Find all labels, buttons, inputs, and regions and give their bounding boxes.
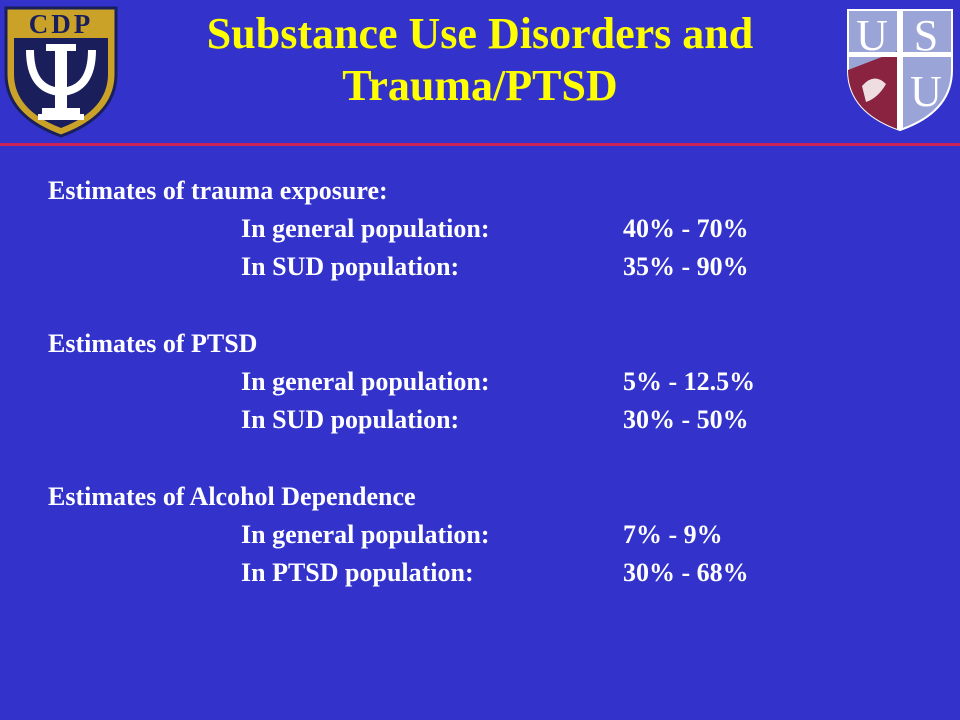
stat-value: 7% - 9%	[623, 520, 723, 549]
stat-row: In PTSD population: 30% - 68%	[48, 554, 928, 592]
stat-label: In PTSD population:	[241, 558, 474, 587]
stat-value: 30% - 50%	[623, 405, 749, 434]
usu-logo-letter-1: U	[856, 11, 888, 60]
cdp-logo-icon: CDP	[4, 6, 118, 138]
section-heading: Estimates of Alcohol Dependence	[48, 482, 416, 511]
cdp-logo-text: CDP	[29, 9, 94, 39]
stat-row: In general population: 7% - 9%	[48, 516, 928, 554]
stat-row: In SUD population: 30% - 50%	[48, 401, 928, 439]
stat-value: 35% - 90%	[623, 252, 749, 281]
section-heading: Estimates of PTSD	[48, 329, 258, 358]
stat-value: 30% - 68%	[623, 558, 749, 587]
stat-label: In SUD population:	[241, 252, 460, 281]
stat-label: In general population:	[241, 520, 490, 549]
stat-value: 5% - 12.5%	[623, 367, 756, 396]
title-divider	[0, 143, 960, 146]
usu-logo-icon: U S U	[847, 9, 953, 132]
stat-label: In general population:	[241, 367, 490, 396]
slide-content: Estimates of trauma exposure: In general…	[48, 172, 928, 631]
section-ptsd: Estimates of PTSD In general population:…	[48, 325, 928, 439]
stat-row: In general population: 5% - 12.5%	[48, 363, 928, 401]
stat-row: In SUD population: 35% - 90%	[48, 248, 928, 286]
stat-value: 40% - 70%	[623, 214, 749, 243]
stat-label: In general population:	[241, 214, 490, 243]
slide-title-line-2: Trauma/PTSD	[342, 61, 618, 110]
section-alcohol-dependence: Estimates of Alcohol Dependence In gener…	[48, 478, 928, 592]
stat-row: In general population: 40% - 70%	[48, 210, 928, 248]
section-trauma-exposure: Estimates of trauma exposure: In general…	[48, 172, 928, 286]
slide-title-line-1: Substance Use Disorders and	[206, 9, 754, 58]
section-heading: Estimates of trauma exposure:	[48, 176, 388, 205]
stat-label: In SUD population:	[241, 405, 460, 434]
usu-logo-letter-3: U	[910, 67, 942, 116]
slide-title: Substance Use Disorders and Trauma/PTSD	[150, 8, 810, 112]
usu-logo-letter-2: S	[914, 11, 938, 60]
